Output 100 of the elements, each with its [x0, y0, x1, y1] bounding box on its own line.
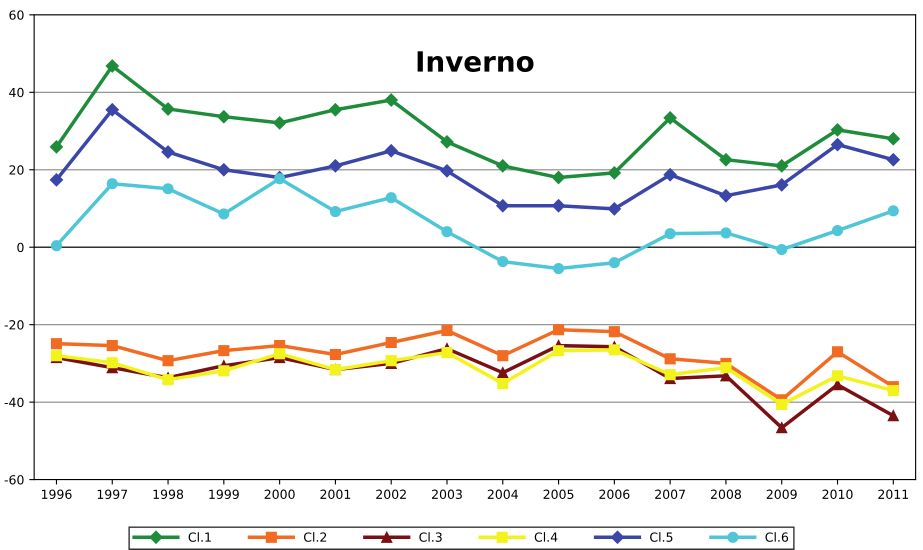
point: [553, 262, 564, 274]
point: [50, 338, 62, 350]
x-tick-label: 2003: [432, 490, 462, 499]
legend-label: Cl.3: [419, 532, 442, 542]
y-tick-label: -20: [4, 320, 24, 330]
point: [497, 350, 508, 362]
point: [888, 205, 899, 216]
point: [441, 347, 453, 358]
legend-label: Cl.4: [534, 532, 558, 542]
point: [440, 164, 454, 178]
x-tick-label: 2002: [376, 490, 406, 499]
point: [608, 344, 620, 356]
point: [50, 240, 62, 252]
y-tick-label: 0: [17, 242, 24, 252]
point: [496, 159, 510, 172]
legend-label: Cl.1: [188, 532, 211, 542]
point: [50, 140, 64, 154]
x-tick-label: 2005: [544, 490, 574, 499]
legend-label: Cl.2: [304, 532, 326, 542]
point: [384, 93, 398, 107]
x-tick-label: 2000: [264, 490, 295, 499]
point: [664, 168, 677, 182]
point: [161, 145, 175, 159]
point: [552, 170, 566, 184]
point: [274, 173, 286, 184]
point: [217, 163, 230, 176]
point: [274, 348, 286, 360]
x-tick-label: 2001: [320, 490, 350, 499]
point: [106, 340, 118, 352]
point: [664, 369, 676, 380]
point: [330, 206, 341, 218]
point: [720, 362, 732, 374]
x-tick-label: 2009: [766, 490, 797, 499]
point: [106, 178, 118, 190]
point: [441, 324, 453, 336]
point: [162, 374, 174, 386]
point: [218, 345, 230, 356]
point: [330, 348, 341, 360]
point: [162, 183, 174, 194]
point: [886, 132, 900, 146]
point: [664, 353, 676, 364]
point: [497, 256, 508, 268]
y-tick-label: -40: [4, 398, 24, 408]
point: [888, 410, 899, 422]
point: [106, 103, 119, 116]
point: [832, 370, 844, 382]
x-tick-label: 1998: [154, 490, 184, 499]
point: [161, 102, 175, 116]
x-tick-label: 1999: [209, 490, 239, 499]
point: [386, 192, 397, 204]
point: [553, 345, 564, 356]
point: [720, 227, 732, 238]
y-tick-label: -60: [4, 475, 24, 485]
x-tick-label: 2011: [878, 490, 908, 499]
point: [775, 159, 788, 172]
point: [832, 346, 844, 358]
x-tick-label: 2004: [488, 490, 518, 499]
point: [776, 422, 788, 434]
point: [608, 326, 620, 338]
text: Inverno: [418, 51, 534, 72]
point: [218, 208, 230, 220]
point: [497, 378, 508, 390]
point: [776, 398, 788, 410]
point: [664, 111, 677, 124]
point: [217, 110, 230, 124]
point: [832, 225, 844, 236]
point: [775, 178, 788, 192]
x-tick-label: 2010: [822, 490, 853, 499]
point: [496, 199, 510, 212]
point: [50, 173, 64, 186]
point: [497, 367, 508, 378]
point: [384, 144, 398, 158]
y-tick-label: 60: [9, 10, 24, 20]
point: [106, 357, 118, 368]
x-tick-label: 1997: [98, 490, 128, 499]
x-tick-label: 1996: [42, 490, 72, 499]
point: [386, 336, 397, 348]
point: [552, 199, 566, 212]
point: [830, 123, 844, 136]
point: [440, 135, 454, 148]
point: [719, 153, 733, 166]
point: [106, 59, 119, 73]
legend-label: Cl.6: [765, 532, 788, 542]
point: [386, 355, 397, 366]
point: [888, 384, 899, 396]
point: [664, 228, 676, 240]
x-tick-label: 2006: [599, 490, 630, 499]
point: [719, 189, 733, 202]
point: [218, 365, 230, 376]
point: [273, 116, 286, 130]
point: [441, 226, 453, 238]
point: [608, 166, 621, 180]
point: [608, 257, 620, 268]
point: [328, 103, 342, 116]
y-tick-label: 40: [9, 88, 24, 98]
x-tick-label: 2007: [655, 490, 685, 499]
point: [162, 355, 174, 366]
legend-label: Cl.5: [650, 532, 672, 542]
point: [608, 202, 621, 216]
point: [776, 244, 788, 256]
